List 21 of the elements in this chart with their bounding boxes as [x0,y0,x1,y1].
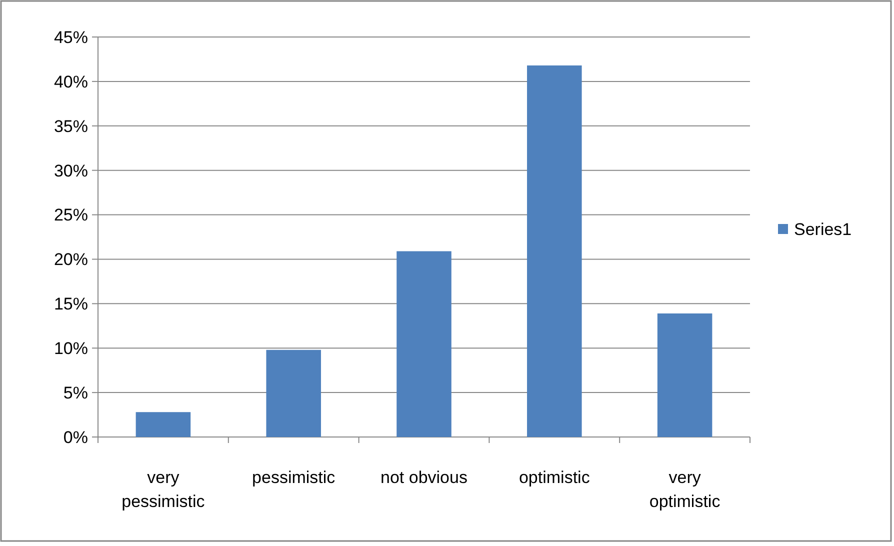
y-tick-label: 15% [54,294,88,314]
x-tick-label: optimistic [518,468,590,487]
x-tick-label: pessimistic [252,468,336,487]
y-tick-label: 45% [54,28,88,47]
y-tick-label: 35% [54,116,88,136]
y-tick-label: 25% [54,206,88,225]
bar [136,412,191,437]
bar [527,65,582,437]
bar [396,251,452,437]
y-tick-label: 40% [54,72,88,92]
bar [657,313,712,437]
x-tick-label: very optimistic [649,468,721,511]
x-tick-label: very pessimistic [122,468,206,511]
y-tick-label: 20% [54,250,88,270]
y-tick-label: 10% [54,339,88,358]
y-tick-label: 0% [63,428,88,447]
legend-label: Series1 [794,220,852,239]
x-tick-label: not obvious [380,468,468,487]
bar [266,350,321,437]
y-tick-label: 5% [63,384,88,403]
y-tick-label: 30% [54,161,88,180]
